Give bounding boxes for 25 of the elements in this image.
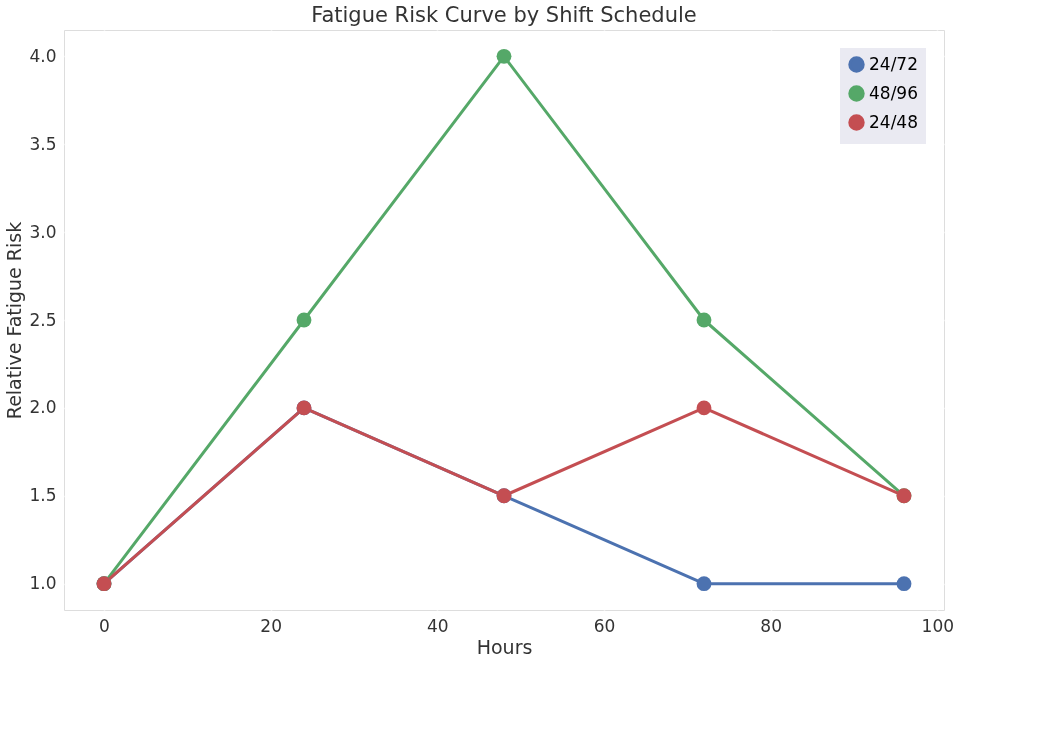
y-tick-label: 1.5	[29, 485, 57, 506]
point	[696, 400, 712, 416]
legend-label: 48/96	[869, 82, 918, 103]
y-tick-label: 3.0	[29, 221, 57, 242]
y-tick-label: 2.0	[29, 397, 57, 418]
x-tick-label: 20	[260, 615, 282, 636]
legend-label: 24/48	[869, 111, 918, 132]
x-tick-label: 80	[760, 615, 782, 636]
legend-label: 24/72	[869, 53, 918, 74]
x-tick-label: 0	[99, 615, 110, 636]
chart-title: Fatigue Risk Curve by Shift Schedule	[311, 3, 697, 27]
point	[696, 576, 712, 592]
y-tick-label: 3.5	[29, 133, 57, 154]
y-tick-label: 2.5	[29, 309, 57, 330]
y-axis-title: Relative Fatigue Risk	[3, 221, 26, 420]
x-axis-title: Hours	[476, 635, 533, 658]
x-tick-label: 100	[921, 615, 955, 636]
x-tick-label: 60	[593, 615, 616, 636]
y-tick-label: 4.0	[29, 45, 57, 66]
point	[896, 576, 912, 592]
x-tick-label: 40	[427, 615, 449, 636]
point	[696, 312, 712, 328]
y-tick-label: 1.0	[29, 573, 57, 594]
point	[496, 48, 512, 64]
point	[296, 312, 312, 328]
